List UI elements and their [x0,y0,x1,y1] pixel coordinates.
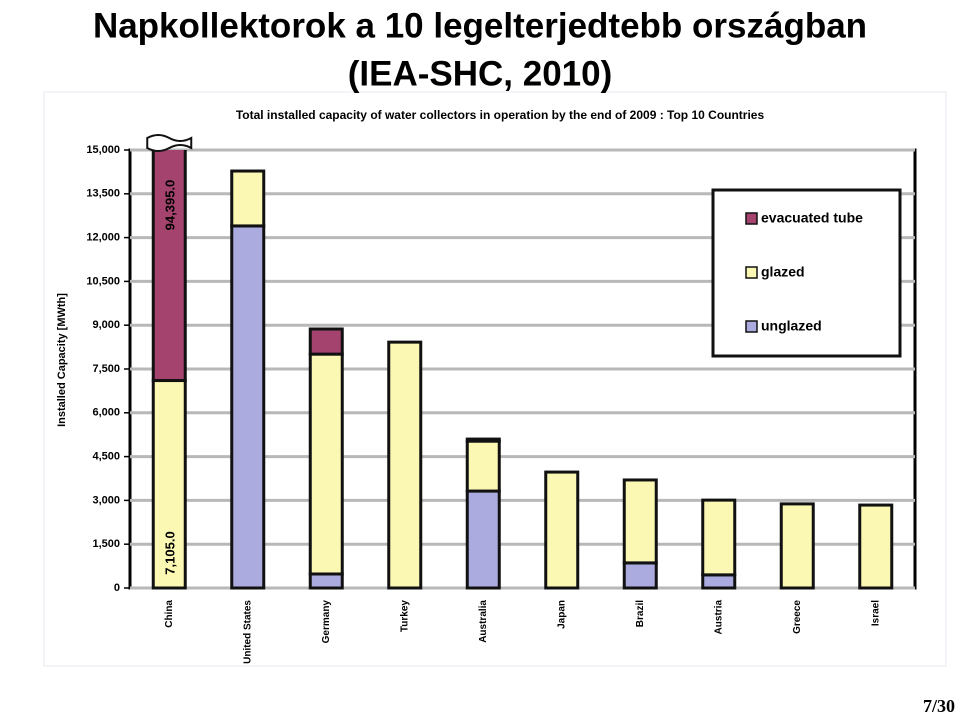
chart-title: Total installed capacity of water collec… [236,108,765,122]
bar [151,379,187,590]
slide-title: Napkollektorok a 10 legelterjedtebb orsz… [93,6,867,45]
bar [622,561,658,590]
bar [308,327,344,356]
bar [387,340,423,590]
y-tick-label: 15,000 [86,144,120,156]
bar [701,573,737,590]
y-tick-label: 1,500 [92,538,120,550]
x-tick-label: Japan [556,600,567,629]
legend-label: glazed [761,264,805,280]
legend-swatch [745,320,758,333]
bar [622,478,658,565]
x-tick-label: Austria [713,600,724,635]
x-tick-label: China [164,600,175,628]
bar [230,169,266,228]
y-tick-label: 6,000 [92,407,120,419]
bar [308,352,344,576]
x-tick-label: United States [242,600,253,664]
y-axis-label: Installed Capacity [MWth] [56,293,68,427]
page-number: 7/30 [923,696,955,716]
y-tick-label: 7,500 [92,363,120,375]
bar [779,502,815,590]
bar [308,572,344,590]
legend-box [711,188,902,358]
x-tick-label: Brazil [635,600,646,627]
bar [465,489,501,590]
legend-label: evacuated tube [761,210,863,226]
value-label: 7,105.0 [163,531,178,574]
y-tick-label: 12,000 [86,232,120,244]
bar [151,150,187,383]
y-tick-label: 4,500 [92,451,120,463]
y-tick-label: 10,500 [86,275,120,287]
y-tick-label: 3,000 [92,494,120,506]
x-tick-label: Australia [478,600,489,643]
legend-label: unglazed [761,318,822,334]
legend-swatch [745,266,758,279]
axis-break [146,134,193,152]
x-tick-label: Germany [321,600,332,644]
bar [701,498,737,577]
y-tick-label: 0 [114,582,120,594]
bar [465,439,501,493]
x-tick-label: Greece [792,600,803,634]
x-tick-label: Israel [870,600,881,626]
bar [858,503,894,590]
y-tick-label: 9,000 [92,319,120,331]
y-tick-label: 13,500 [86,188,120,200]
value-label: 94,395.0 [163,180,178,231]
bar [465,437,501,443]
legend-swatch [745,212,758,225]
bar [230,224,266,590]
x-tick-label: Turkey [399,600,410,632]
slide-subtitle: (IEA-SHC, 2010) [348,54,613,93]
bar [544,470,580,590]
